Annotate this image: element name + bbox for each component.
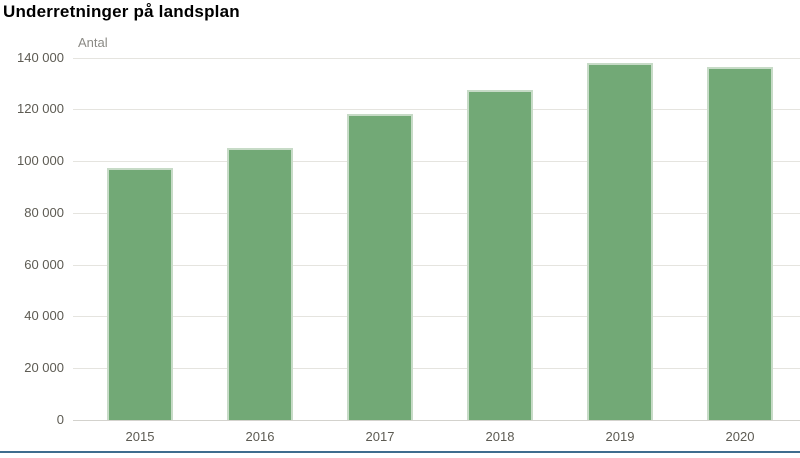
y-gridline <box>73 213 800 214</box>
bottom-divider-line <box>0 451 800 453</box>
chart-title: Underretninger på landsplan <box>3 2 240 21</box>
x-tick-label: 2017 <box>365 429 395 444</box>
y-tick-label: 40 000 <box>24 308 64 323</box>
y-tick-label: 20 000 <box>24 360 64 375</box>
x-tick-label: 2018 <box>485 429 515 444</box>
y-tick-label: 0 <box>56 412 64 427</box>
bar-2018 <box>467 90 533 420</box>
y-tick-label: 140 000 <box>17 50 64 65</box>
y-tick-label: 120 000 <box>17 101 64 116</box>
bar-2019 <box>587 63 653 420</box>
x-tick-label: 2016 <box>245 429 275 444</box>
y-gridline <box>73 316 800 317</box>
bar-2017 <box>347 114 413 420</box>
y-tick-label: 80 000 <box>24 205 64 220</box>
y-gridline <box>73 265 800 266</box>
x-tick-label: 2015 <box>125 429 155 444</box>
y-axis-unit-label: Antal <box>78 35 108 50</box>
y-gridline <box>73 109 800 110</box>
y-gridline <box>73 58 800 59</box>
bar-2020 <box>707 67 773 420</box>
bar-2015 <box>107 168 173 420</box>
bar-2016 <box>227 148 293 420</box>
y-tick-label: 100 000 <box>17 153 64 168</box>
y-tick-label: 60 000 <box>24 257 64 272</box>
y-gridline <box>73 368 800 369</box>
x-tick-label: 2019 <box>605 429 635 444</box>
x-axis-line <box>73 420 800 421</box>
y-gridline <box>73 161 800 162</box>
x-tick-label: 2020 <box>725 429 755 444</box>
